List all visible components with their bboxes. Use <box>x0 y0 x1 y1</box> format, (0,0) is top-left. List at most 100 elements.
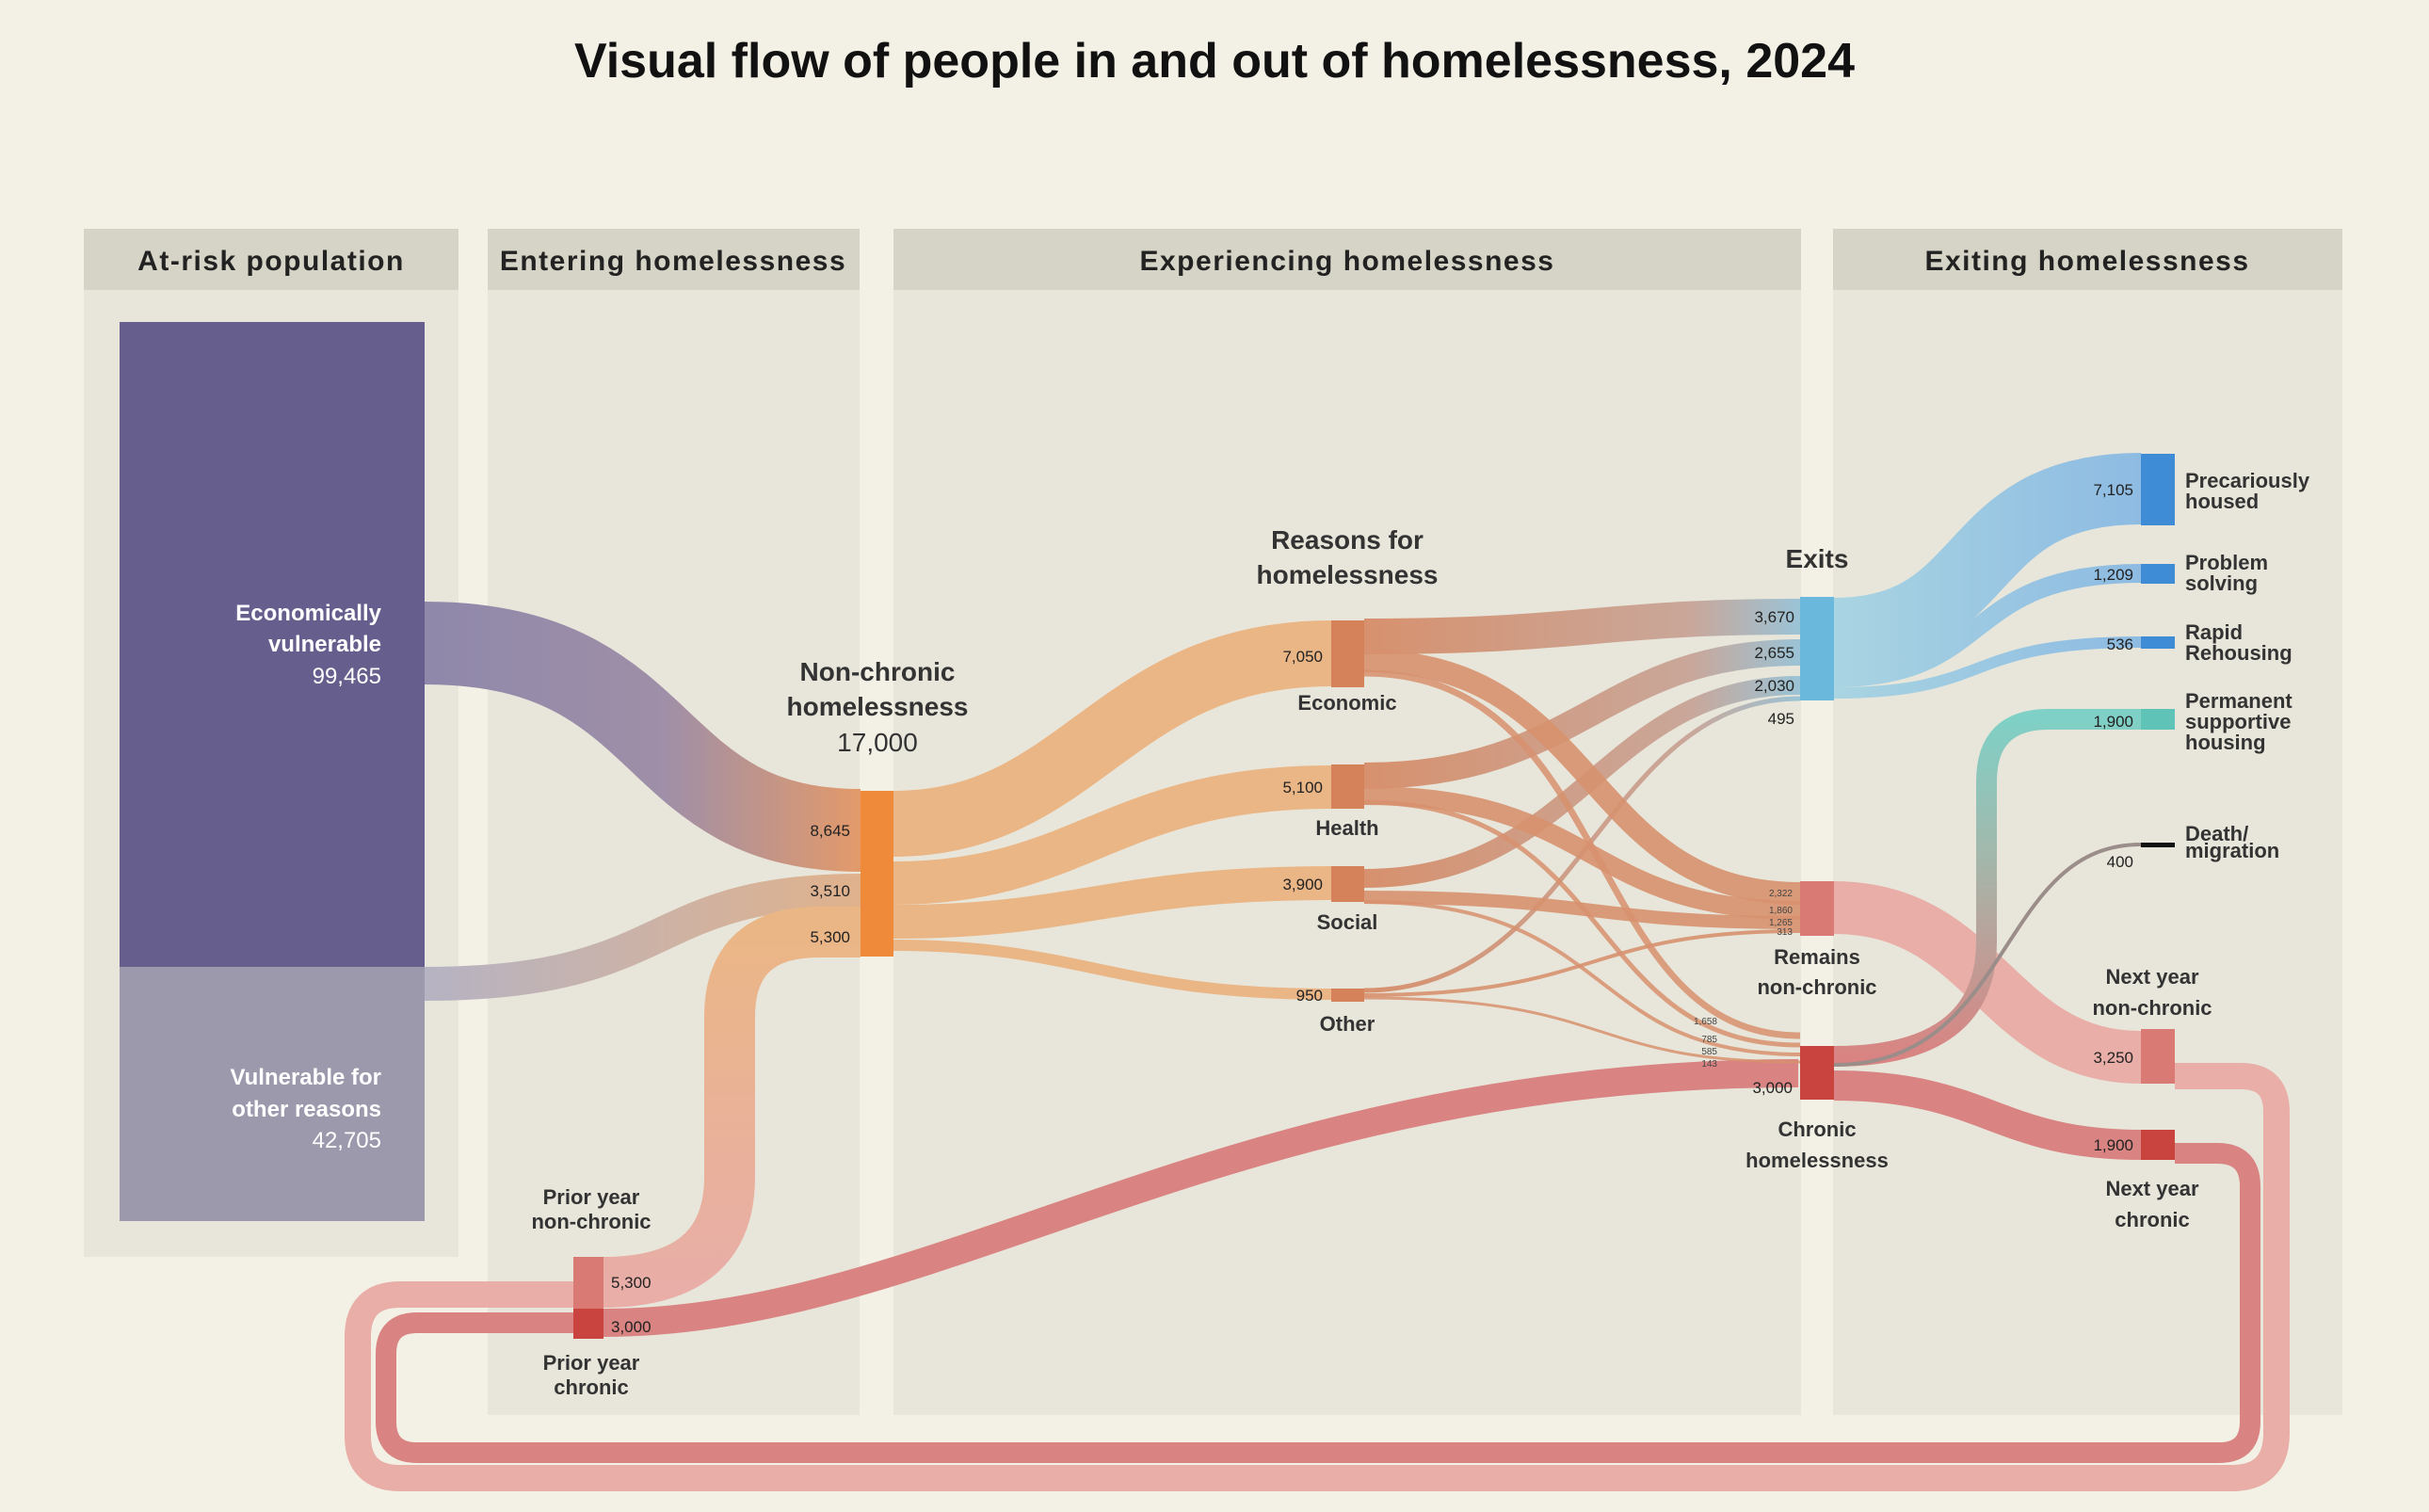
next-chronic-line1: Next year <box>2105 1177 2199 1200</box>
reasons-heading-line1: Reasons for <box>1271 525 1424 555</box>
chronic-small-value-3: 585 <box>1701 1047 1717 1057</box>
flow-health-to-chronic <box>1363 799 1801 1048</box>
flow-exits-to-rapid-rehousing <box>1833 636 2142 699</box>
node-reason-health <box>1331 764 1364 809</box>
node-permanent-supportive <box>2141 709 2175 730</box>
flow-chronic-to-next-chronic <box>1833 1070 2142 1160</box>
inflow-economic-value: 8,645 <box>810 822 850 840</box>
death-migration-line1: Death/ <box>2185 822 2248 845</box>
nodes <box>120 322 2175 1339</box>
rapid-rehousing-line1: Rapid <box>2185 620 2243 644</box>
node-reason-other <box>1331 989 1364 1002</box>
flow-nonchronic-to-economic <box>893 620 1332 857</box>
exits-label: Exits <box>1786 544 1849 573</box>
header-exiting <box>1833 229 2342 290</box>
flow-exits-to-problem-solving <box>1833 564 2142 687</box>
remains-value-3: 1,265 <box>1769 918 1793 928</box>
flow-social-to-chronic <box>1363 900 1801 1056</box>
next-chronic-line2: chronic <box>2115 1208 2189 1231</box>
precarious-line2: housed <box>2185 490 2259 513</box>
next-nonchronic-value: 3,250 <box>2093 1049 2133 1067</box>
prior-nonchronic-line1: Prior year <box>543 1185 640 1209</box>
exits-value-4: 495 <box>1768 710 1794 728</box>
flow-prior-to-nonchronic <box>602 907 861 1308</box>
economic-value: 99,465 <box>313 664 381 689</box>
node-chronic <box>1800 1046 1834 1100</box>
chronic-small-value-4: 143 <box>1701 1059 1717 1070</box>
flow-other-to-chronic <box>1363 996 1801 1064</box>
death-migration-line2: migration <box>2185 839 2279 862</box>
flow-economic-to-nonchronic <box>424 602 861 872</box>
exits-value-3: 2,030 <box>1754 677 1794 695</box>
psh-line2: supportive <box>2185 710 2291 733</box>
chronic-labels: 1,658 785 585 143 3,000 Chronic homeless… <box>1694 1017 1889 1172</box>
chronic-small-value-1: 1,658 <box>1694 1017 1717 1027</box>
reasons-labels: Reasons for homelessness 7,050 Economic … <box>1257 525 1439 1036</box>
reason-other-value: 950 <box>1296 987 1323 1005</box>
at-risk-labels: Economically vulnerable 99,465 Vulnerabl… <box>231 601 382 1153</box>
node-death-migration <box>2141 843 2175 847</box>
chronic-label-line2: homelessness <box>1745 1149 1889 1172</box>
header-experiencing <box>893 229 1801 290</box>
prior-chronic-value: 3,000 <box>611 1318 651 1336</box>
prior-nonchronic-value: 5,300 <box>611 1274 651 1292</box>
reason-to-chronic-links <box>1363 669 1801 1064</box>
exit-to-outcome-links <box>1832 453 2142 699</box>
node-reason-social <box>1331 866 1364 902</box>
flow-other-to-nonchronic <box>424 874 861 1001</box>
remains-label-line1: Remains <box>1774 945 1860 969</box>
nonchronic-label-line1: Non-chronic <box>800 657 956 686</box>
flow-nonchronic-to-social <box>893 866 1332 939</box>
exits-value-1: 3,670 <box>1754 608 1794 626</box>
flow-economic-to-remains <box>1363 650 1801 905</box>
reason-health-label: Health <box>1315 816 1378 840</box>
reason-other-label: Other <box>1320 1012 1375 1036</box>
reason-social-label: Social <box>1317 910 1378 934</box>
header-at-risk <box>84 229 458 290</box>
flow-exits-to-precarious <box>1832 453 2142 669</box>
nonchronic-label-line2: homelessness <box>787 692 969 721</box>
flow-nonchronic-to-other <box>893 940 1332 1000</box>
inflow-other-value: 3,510 <box>810 882 850 900</box>
nonchronic-labels: Non-chronic homelessness 17,000 8,645 3,… <box>787 657 969 946</box>
reason-economic-value: 7,050 <box>1282 648 1323 666</box>
flow-health-to-remains <box>1363 786 1801 920</box>
problem-solving-value: 1,209 <box>2093 566 2133 584</box>
header-at-risk-label: At-risk population <box>137 246 405 277</box>
next-nonchronic-line2: non-chronic <box>2092 996 2212 1020</box>
nonchronic-value: 17,000 <box>837 728 918 757</box>
remains-labels: 2,322 1,860 1,265 313 Remains non-chroni… <box>1757 889 1876 999</box>
flow-next-chronic-to-prior-chronic <box>376 1143 2260 1463</box>
precarious-value: 7,105 <box>2093 481 2133 499</box>
chronic-label-line1: Chronic <box>1778 1118 1856 1141</box>
remains-value-2: 1,860 <box>1769 906 1793 916</box>
remains-value-1: 2,322 <box>1769 889 1793 899</box>
node-prior-chronic <box>573 1309 603 1339</box>
reason-health-value: 5,100 <box>1282 779 1323 796</box>
psh-line3: housing <box>2185 731 2266 754</box>
header-entering-label: Entering homelessness <box>500 246 846 277</box>
exits-labels: Exits 3,670 2,655 2,030 495 <box>1754 544 1848 728</box>
flow-nonchronic-to-health <box>893 765 1332 905</box>
remains-value-4: 313 <box>1777 927 1793 938</box>
header-experiencing-label: Experiencing homelessness <box>1139 246 1554 277</box>
other-label-line1: Vulnerable for <box>231 1065 381 1090</box>
flow-economic-to-exits <box>1363 599 1801 654</box>
flow-prior-chronic-to-chronic <box>602 1059 1799 1337</box>
prior-chronic-line2: chronic <box>554 1375 628 1399</box>
inflow-links <box>424 602 1799 1337</box>
prior-chronic-line1: Prior year <box>543 1351 640 1375</box>
chronic-value: 3,000 <box>1752 1079 1793 1097</box>
psh-value: 1,900 <box>2093 713 2133 731</box>
rapid-rehousing-value: 536 <box>2107 635 2133 653</box>
death-migration-value: 400 <box>2107 853 2133 871</box>
reasons-heading-line2: homelessness <box>1257 560 1439 589</box>
flow-next-nonchronic-to-prior-nonchronic <box>345 1063 2290 1491</box>
precarious-line1: Precariously <box>2185 469 2310 492</box>
node-next-nonchronic <box>2141 1029 2175 1084</box>
flow-social-to-remains <box>1363 891 1801 929</box>
node-rapid-rehousing <box>2141 636 2175 649</box>
node-problem-solving <box>2141 564 2175 584</box>
problem-solving-line2: solving <box>2185 571 2258 595</box>
